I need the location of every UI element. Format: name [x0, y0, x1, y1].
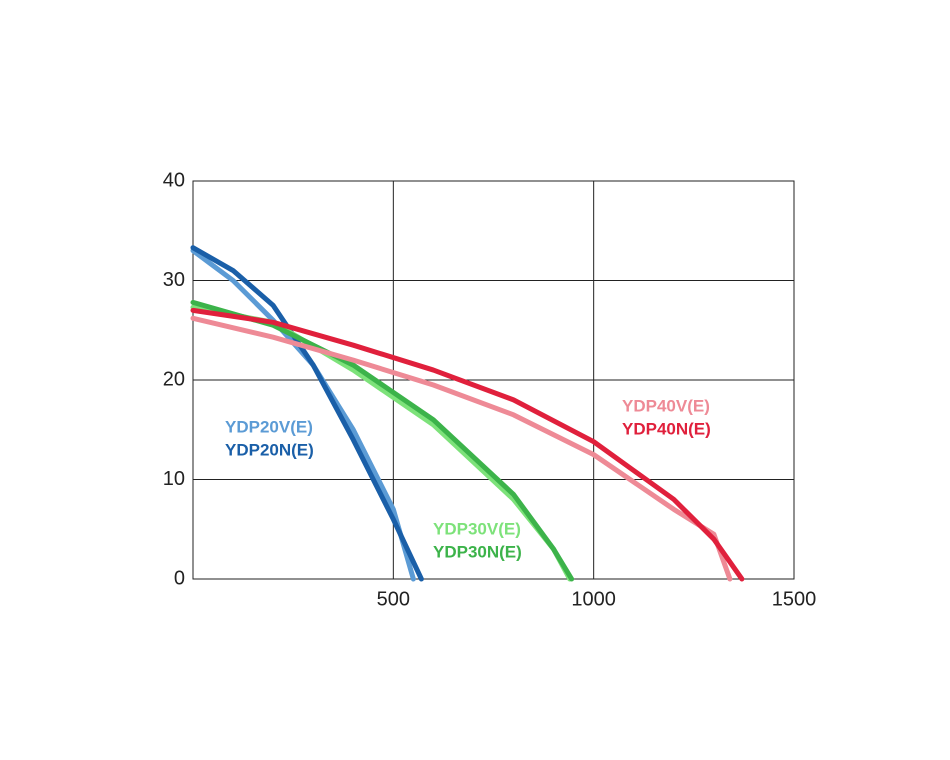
- x-tick-label: 500: [377, 588, 410, 610]
- series-label: YDP30V(E): [433, 519, 521, 538]
- y-tick-label: 0: [174, 567, 185, 589]
- series-line: [190, 245, 424, 582]
- series-line: [190, 307, 745, 582]
- series-label: YDP20V(E): [225, 417, 313, 436]
- x-tick-label: 1500: [772, 588, 817, 610]
- y-tick-label: 20: [163, 368, 185, 390]
- y-tick-label: 30: [163, 269, 185, 291]
- y-tick-label: 40: [163, 169, 185, 191]
- y-tick-label: 10: [163, 468, 185, 490]
- series-label: YDP30N(E): [433, 542, 522, 561]
- series-line: [190, 299, 575, 582]
- series-label: YDP40V(E): [622, 396, 710, 415]
- series-line: [190, 248, 416, 582]
- series-label: YDP40N(E): [622, 419, 711, 438]
- x-tick-label: 1000: [571, 588, 616, 610]
- series-label: YDP20N(E): [225, 440, 314, 459]
